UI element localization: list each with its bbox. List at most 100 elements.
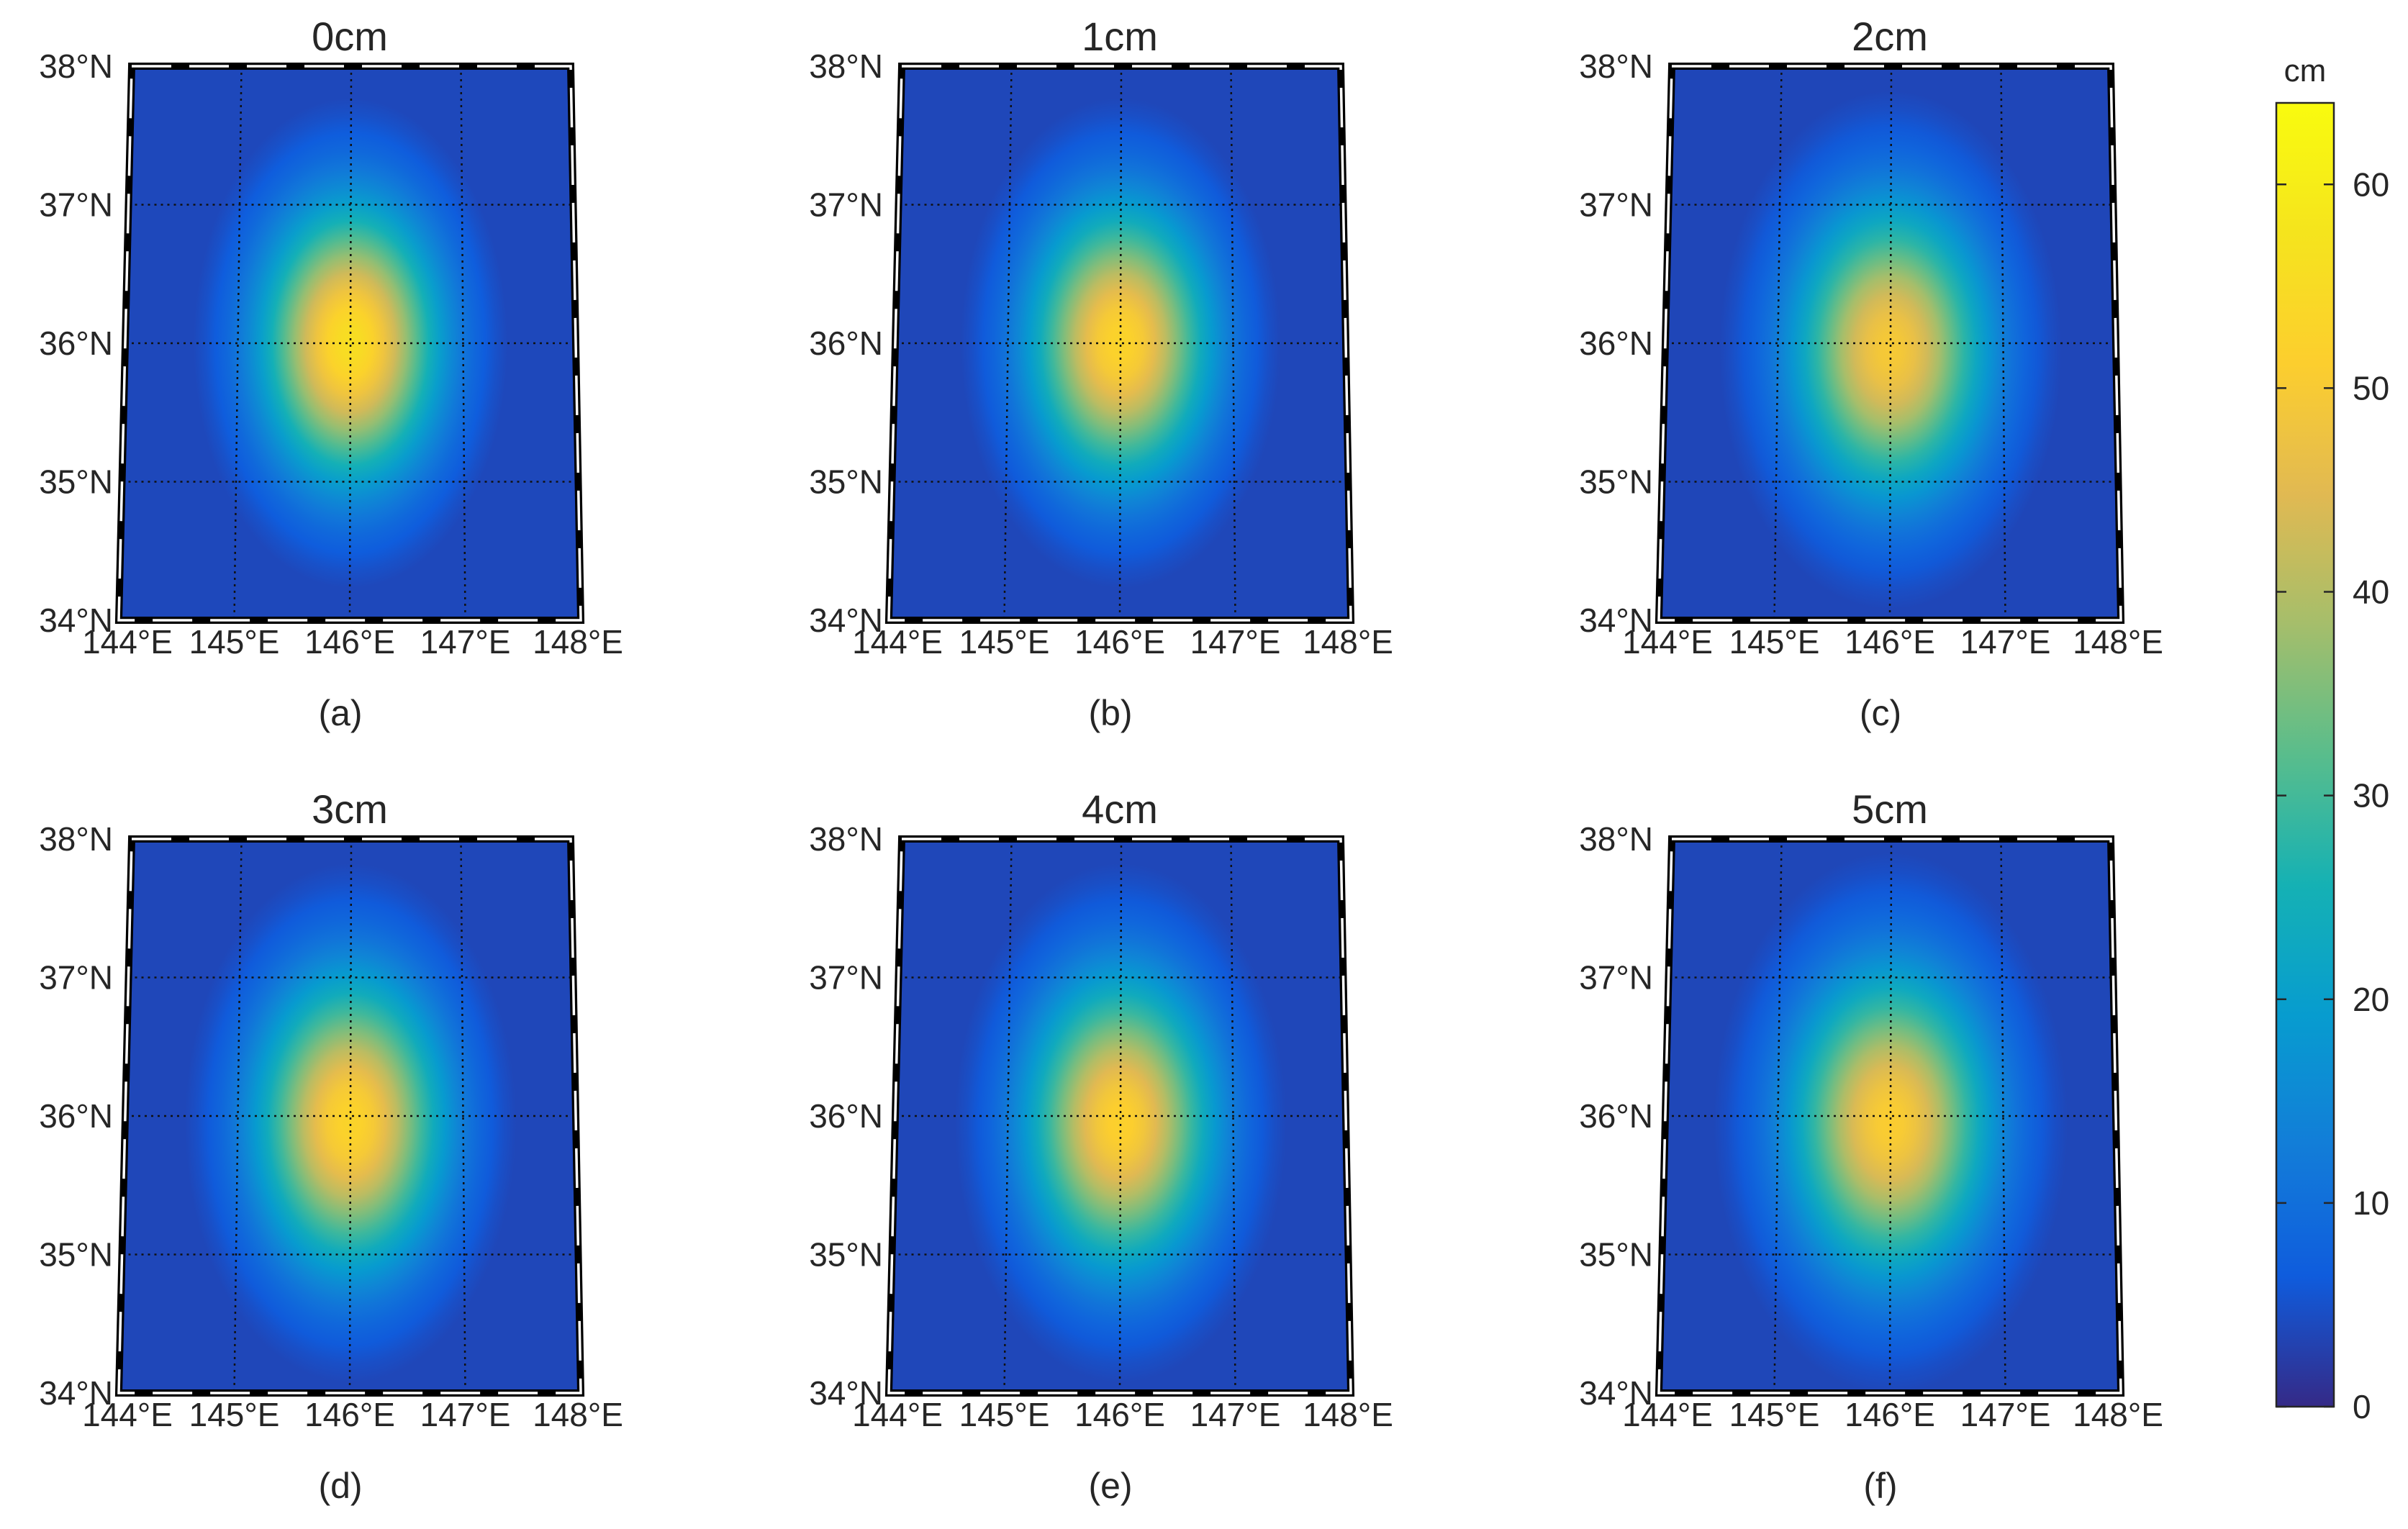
lon-tick-label: 146°E (304, 623, 395, 661)
meridian-line (348, 65, 353, 621)
heatmap-anomaly (1659, 66, 2121, 620)
map-panel-a: 0cm 34°N 35°N 36°N 37°N 38°N 144°E 145°E 146°E 14… (39, 14, 623, 733)
map-frame-dashes (887, 65, 1352, 622)
heatmap-field (1659, 66, 2121, 620)
graticule (122, 65, 579, 621)
lat-tick-label: 38°N (39, 820, 113, 858)
colorbar-tick-label: 20 (2353, 981, 2389, 1018)
panel-caption: (a) (318, 693, 362, 733)
panel-title: 5cm (1852, 786, 1928, 832)
panel-title: 1cm (1082, 14, 1158, 59)
graticule (1662, 65, 2119, 621)
map-panel-b: 1cm 34°N 35°N 36°N 37°N 38°N 144°E 145°E 146°E 14… (809, 14, 1393, 733)
panels: 0cm 34°N 35°N 36°N 37°N 38°N 144°E 145°E 146°E 14… (39, 14, 2163, 1506)
lon-tick-label: 146°E (304, 1396, 395, 1433)
panel-title: 3cm (312, 786, 388, 832)
lat-tick-label: 35°N (1579, 463, 1653, 501)
colorbar-bar (2275, 101, 2335, 1408)
lon-tick-label: 145°E (1729, 623, 1820, 661)
map-frame-dashes (887, 838, 1352, 1394)
lon-tick-label: 144°E (852, 623, 943, 661)
map-panel-f: 5cm 34°N 35°N 36°N 37°N 38°N 144°E 145°E 146°E 14… (1579, 786, 2163, 1506)
map-panel-d: 3cm 34°N 35°N 36°N 37°N 38°N 144°E 145°E 146°E 14… (39, 786, 623, 1506)
lon-tick-label: 145°E (1729, 1396, 1820, 1433)
lat-tick-label: 37°N (1579, 959, 1653, 997)
heatmap-anomaly (1659, 839, 2121, 1393)
meridian-line (1118, 838, 1123, 1394)
meridian-line (1230, 65, 1236, 621)
lon-tick-label: 148°E (1303, 1396, 1393, 1433)
lat-tick-label: 35°N (1579, 1236, 1653, 1274)
heatmap-field (1659, 839, 2121, 1393)
lat-tick-label: 36°N (39, 325, 113, 362)
lon-tick-label: 144°E (1622, 1396, 1713, 1433)
heatmap-field (119, 66, 581, 620)
meridian-line (1773, 838, 1783, 1394)
colorbar-tick-label: 0 (2353, 1388, 2371, 1425)
colorbar: cm 0 10 20 30 40 50 60 (2275, 53, 2389, 1425)
lat-tick-label: 36°N (1579, 1097, 1653, 1135)
lon-tick-label: 144°E (852, 1396, 943, 1433)
lat-tick-label: 37°N (39, 186, 113, 224)
lon-tick-label: 147°E (1960, 623, 2051, 661)
heatmap-field (119, 839, 581, 1393)
lon-tick-label: 145°E (189, 1396, 280, 1433)
lat-tick-label: 35°N (809, 1236, 883, 1274)
lat-tick-label: 34°N (809, 1374, 883, 1412)
graticule (1662, 838, 2119, 1394)
lat-tick-label: 35°N (39, 1236, 113, 1274)
lon-tick-label: 144°E (1622, 623, 1713, 661)
lon-tick-label: 146°E (1074, 1396, 1165, 1433)
lon-tick-label: 144°E (82, 1396, 173, 1433)
graticule (892, 838, 1349, 1394)
lon-tick-label: 147°E (1190, 1396, 1281, 1433)
lat-tick-label: 38°N (1579, 47, 1653, 85)
lon-tick-label: 148°E (2073, 1396, 2163, 1433)
lat-tick-label: 34°N (1579, 1374, 1653, 1412)
meridian-line (233, 65, 243, 621)
colorbar-tick-label: 30 (2353, 777, 2389, 815)
panel-caption: (b) (1088, 693, 1132, 733)
lon-tick-label: 144°E (82, 623, 173, 661)
lon-tick-label: 148°E (533, 623, 623, 661)
lon-tick-label: 147°E (420, 1396, 511, 1433)
map-frame-dashes (117, 838, 582, 1394)
lat-tick-label: 36°N (39, 1097, 113, 1135)
lat-tick-label: 34°N (39, 1374, 113, 1412)
map-frame-dashes (117, 65, 582, 622)
lat-tick-label: 37°N (809, 186, 883, 224)
heatmap-anomaly (119, 839, 581, 1393)
lon-tick-label: 147°E (1960, 1396, 2051, 1433)
heatmap-anomaly (889, 66, 1351, 620)
panel-title: 0cm (312, 14, 388, 59)
heatmap-field (889, 839, 1351, 1393)
lat-tick-label: 36°N (809, 1097, 883, 1135)
panel-title: 2cm (1852, 14, 1928, 59)
meridian-line (460, 838, 466, 1394)
lon-tick-label: 145°E (959, 623, 1050, 661)
colorbar-label: cm (2284, 53, 2327, 89)
meridian-line (1888, 838, 1893, 1394)
lat-tick-label: 34°N (1579, 602, 1653, 639)
panel-title: 4cm (1082, 786, 1158, 832)
colorbar-tick-label: 50 (2353, 369, 2389, 407)
panel-caption: (c) (1860, 693, 1901, 733)
meridian-line (2000, 65, 2006, 621)
panel-caption: (f) (1863, 1466, 1897, 1506)
map-frame-dashes (1657, 65, 2122, 622)
graticule (892, 65, 1349, 621)
graticule (122, 838, 579, 1394)
lon-tick-label: 146°E (1845, 623, 1935, 661)
lon-tick-label: 147°E (420, 623, 511, 661)
lat-tick-label: 35°N (39, 463, 113, 501)
colorbar-tick-label: 10 (2353, 1184, 2389, 1222)
meridian-line (1230, 838, 1236, 1394)
meridian-line (1003, 838, 1013, 1394)
map-panel-e: 4cm 34°N 35°N 36°N 37°N 38°N 144°E 145°E 146°E 14… (809, 786, 1393, 1506)
meridian-line (233, 838, 243, 1394)
heatmap-field (889, 66, 1351, 620)
lat-tick-label: 37°N (39, 959, 113, 997)
meridian-line (460, 65, 466, 621)
heatmap-anomaly (119, 66, 581, 620)
